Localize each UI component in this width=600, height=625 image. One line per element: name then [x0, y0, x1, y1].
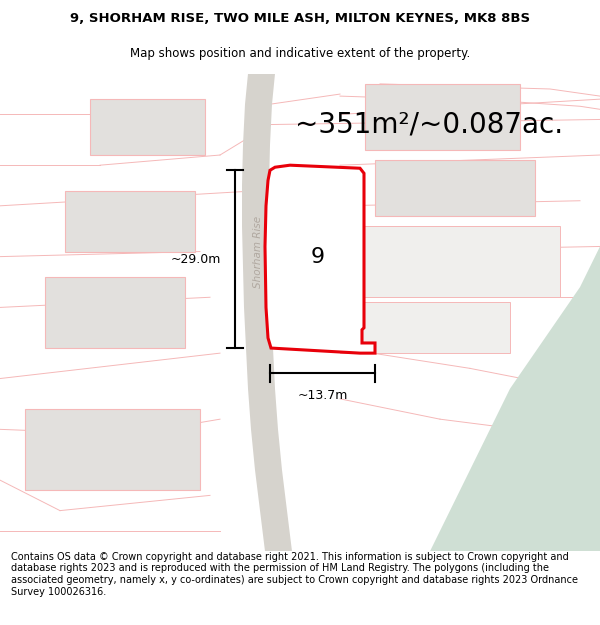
Polygon shape: [45, 277, 185, 348]
Text: ~29.0m: ~29.0m: [170, 253, 221, 266]
Polygon shape: [340, 302, 510, 353]
Polygon shape: [242, 74, 292, 551]
Text: Contains OS data © Crown copyright and database right 2021. This information is : Contains OS data © Crown copyright and d…: [11, 552, 578, 597]
Polygon shape: [25, 409, 200, 490]
Polygon shape: [340, 226, 560, 298]
Polygon shape: [430, 246, 600, 551]
Polygon shape: [265, 165, 375, 353]
Polygon shape: [375, 160, 535, 216]
Text: ~351m²/~0.087ac.: ~351m²/~0.087ac.: [295, 111, 563, 139]
Text: ~13.7m: ~13.7m: [298, 389, 347, 402]
Text: 9: 9: [311, 247, 325, 267]
Text: Shorham Rise: Shorham Rise: [253, 216, 263, 288]
Text: Map shows position and indicative extent of the property.: Map shows position and indicative extent…: [130, 47, 470, 59]
Polygon shape: [365, 84, 520, 150]
Text: 9, SHORHAM RISE, TWO MILE ASH, MILTON KEYNES, MK8 8BS: 9, SHORHAM RISE, TWO MILE ASH, MILTON KE…: [70, 12, 530, 25]
Polygon shape: [90, 99, 205, 155]
Polygon shape: [65, 191, 195, 251]
